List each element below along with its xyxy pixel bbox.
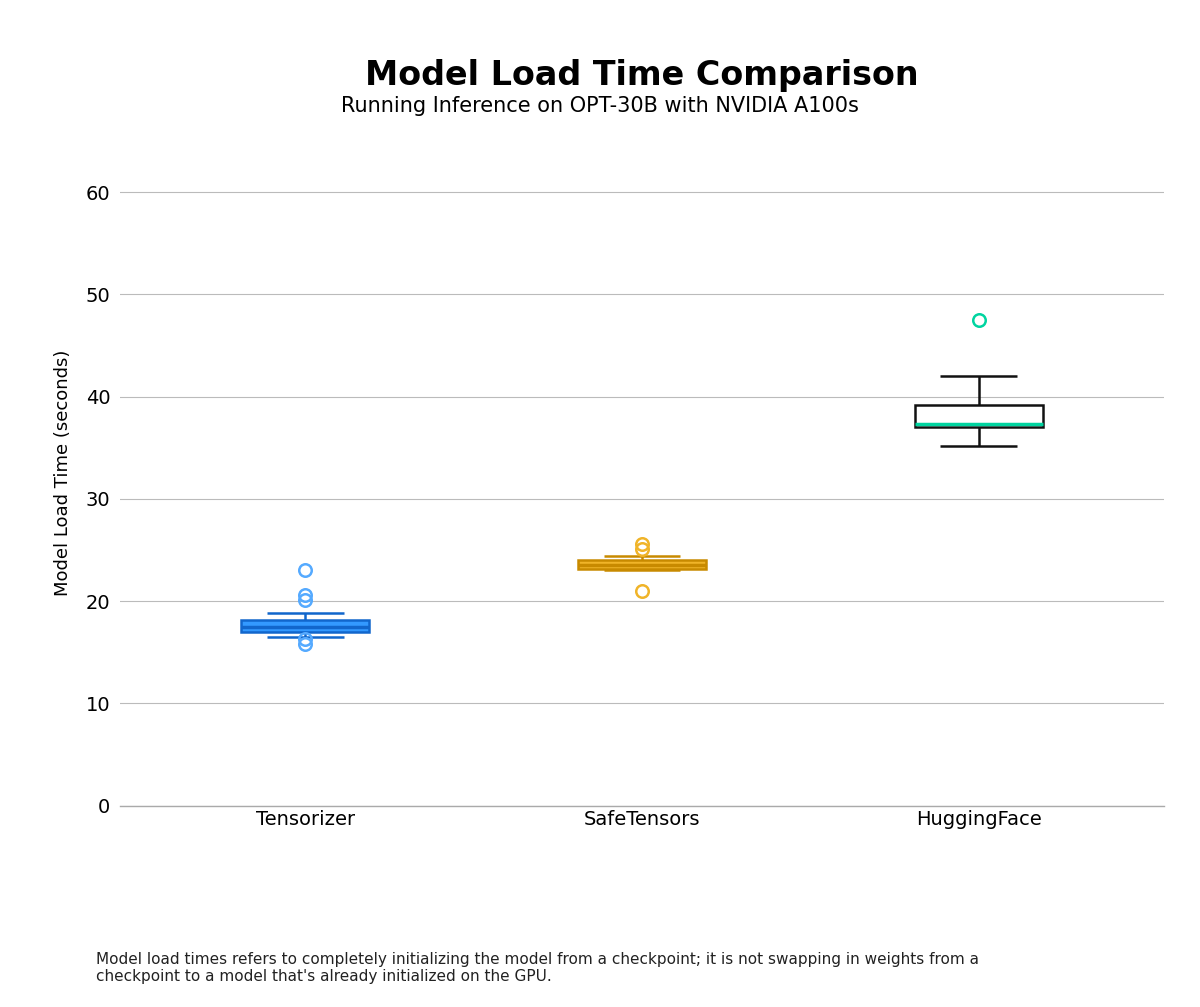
Bar — [914, 405, 1043, 427]
Y-axis label: Model Load Time (seconds): Model Load Time (seconds) — [54, 350, 72, 596]
Bar — [241, 619, 370, 631]
Bar — [578, 560, 706, 569]
Title: Model Load Time Comparison: Model Load Time Comparison — [365, 59, 919, 93]
Text: Model load times refers to completely initializing the model from a checkpoint; : Model load times refers to completely in… — [96, 952, 979, 984]
Text: Running Inference on OPT-30B with NVIDIA A100s: Running Inference on OPT-30B with NVIDIA… — [341, 96, 859, 116]
